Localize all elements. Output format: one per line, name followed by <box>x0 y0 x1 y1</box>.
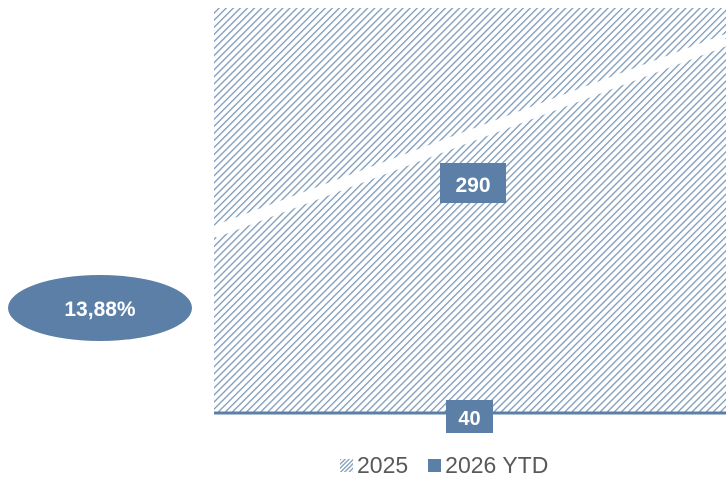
data-label-2025: 290 <box>440 163 506 203</box>
legend: 2025 2026 YTD <box>340 454 548 477</box>
legend-swatch-hatched <box>340 459 353 472</box>
legend-label-2025: 2025 <box>357 452 409 478</box>
percentage-badge: 13,88% <box>8 275 192 341</box>
svg-text:290: 290 <box>455 174 490 197</box>
trend-line <box>211 34 726 238</box>
svg-text:40: 40 <box>458 408 480 430</box>
data-label-2026-ytd: 40 <box>446 400 493 433</box>
svg-text:13,88%: 13,88% <box>64 298 136 321</box>
legend-swatch-solid <box>428 459 442 472</box>
legend-item-2025: 2025 <box>340 454 408 477</box>
legend-item-2026-ytd: 2026 YTD <box>428 454 548 477</box>
legend-label-2026-ytd: 2026 YTD <box>445 452 549 478</box>
